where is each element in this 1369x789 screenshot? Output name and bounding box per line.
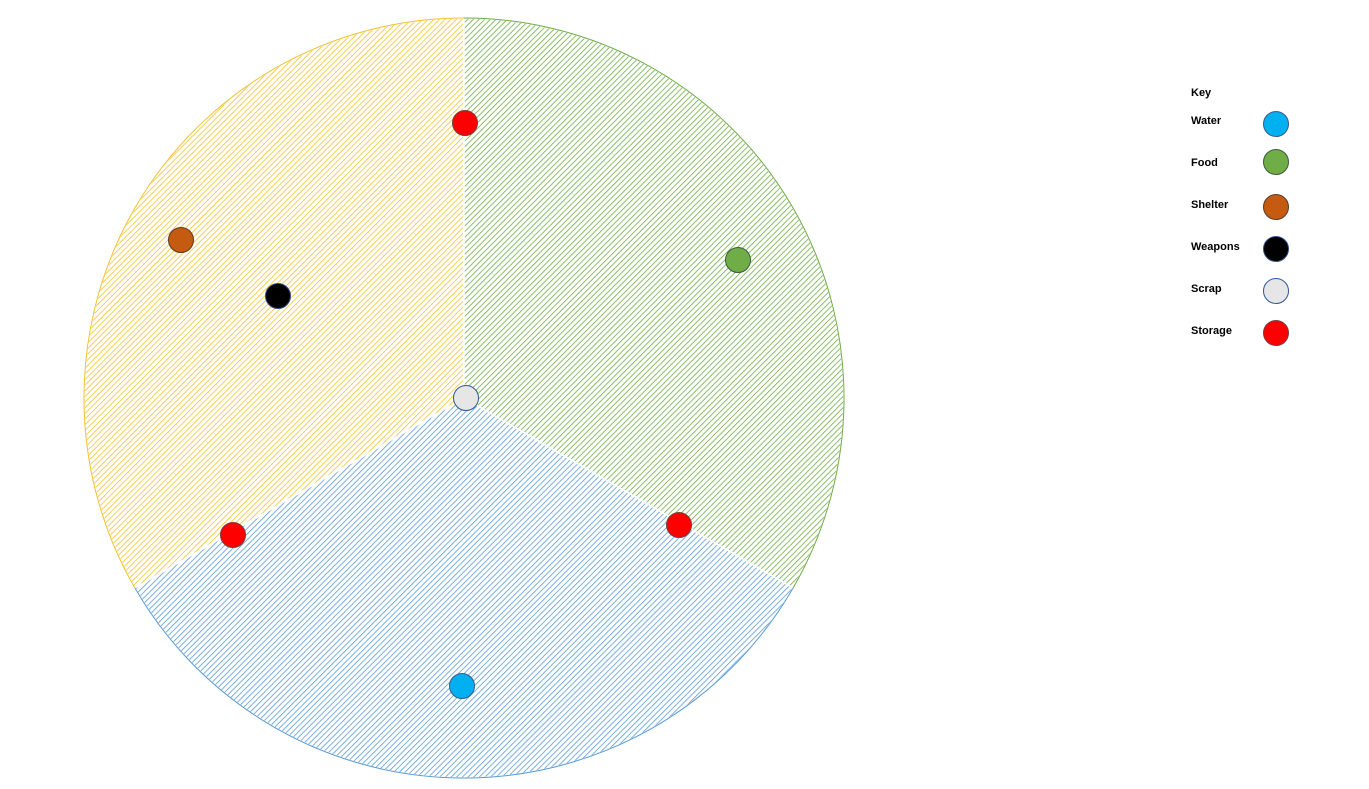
storage-marker-right bbox=[666, 512, 692, 538]
legend-label-weapons: Weapons bbox=[1191, 241, 1240, 253]
storage-marker-left bbox=[220, 522, 246, 548]
water-marker bbox=[449, 673, 475, 699]
legend-swatch-scrap bbox=[1263, 278, 1289, 304]
food-marker bbox=[725, 247, 751, 273]
legend-label-water: Water bbox=[1191, 115, 1222, 127]
legend-title: Key bbox=[1191, 87, 1212, 99]
scrap-marker-center bbox=[453, 385, 479, 411]
yellow-sector-rim bbox=[83, 17, 465, 589]
legend-label-shelter: Shelter bbox=[1191, 199, 1229, 211]
weapons-marker bbox=[265, 283, 291, 309]
legend-label-storage: Storage bbox=[1191, 325, 1232, 337]
legend-label-food: Food bbox=[1191, 157, 1218, 169]
legend-swatch-food bbox=[1263, 149, 1289, 175]
green-sector-rim bbox=[463, 17, 845, 589]
legend-swatch-storage bbox=[1263, 320, 1289, 346]
legend-swatch-shelter bbox=[1263, 194, 1289, 220]
shelter-marker bbox=[168, 227, 194, 253]
blue-sector-rim bbox=[134, 587, 794, 779]
legend-swatch-water bbox=[1263, 111, 1289, 137]
storage-marker-top bbox=[452, 110, 478, 136]
legend-label-scrap: Scrap bbox=[1191, 283, 1222, 295]
legend-swatch-weapons bbox=[1263, 236, 1289, 262]
